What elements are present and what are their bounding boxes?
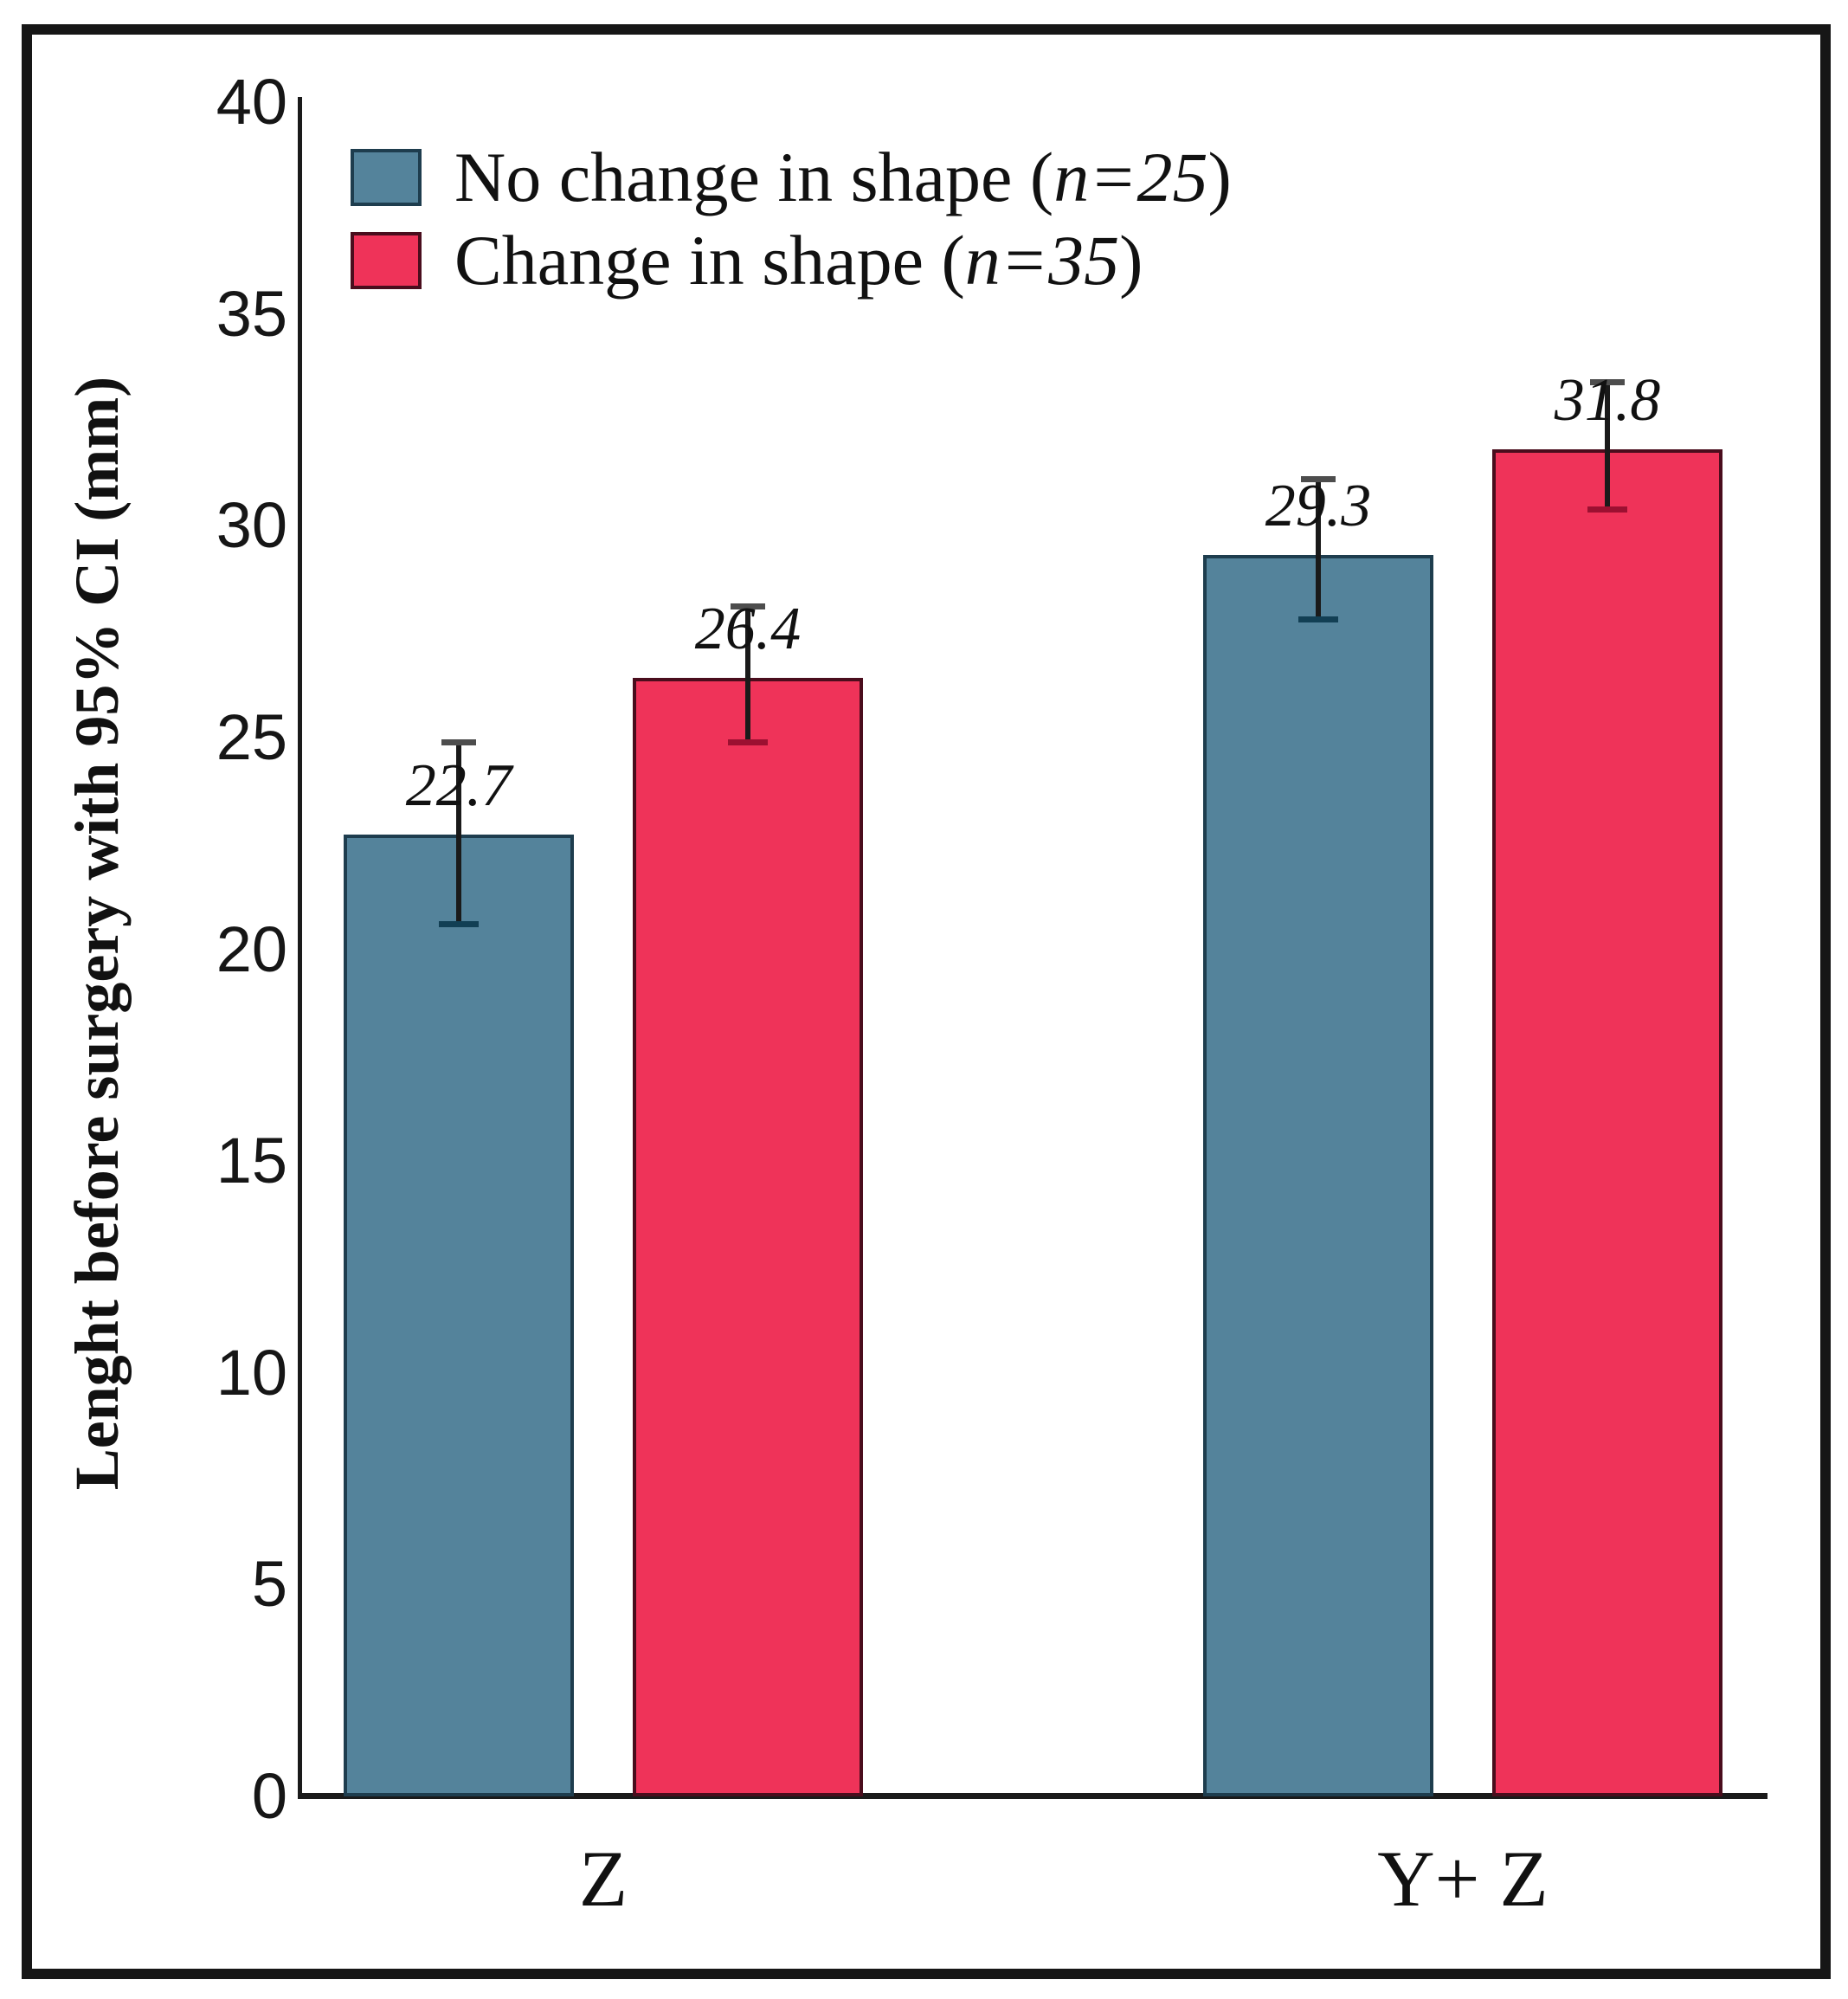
bar-value-label: 26.4 bbox=[694, 596, 802, 663]
bar-value-label: 22.7 bbox=[405, 752, 512, 820]
legend-label: No change in shape (n=25) bbox=[454, 138, 1232, 216]
bar bbox=[1203, 555, 1433, 1796]
y-tick-label: 20 bbox=[216, 912, 287, 985]
x-category-label: Z bbox=[578, 1835, 628, 1923]
legend-label: Change in shape (n=35) bbox=[454, 221, 1143, 300]
error-bar-cap-top bbox=[1590, 378, 1625, 385]
error-bar-cap-bottom bbox=[1587, 506, 1627, 513]
bar bbox=[1492, 449, 1722, 1796]
x-category-label: Y+ Z bbox=[1377, 1835, 1549, 1923]
y-tick-label: 10 bbox=[216, 1336, 287, 1409]
error-bar-line bbox=[1605, 381, 1610, 509]
y-tick-label: 5 bbox=[251, 1548, 287, 1621]
y-tick-label: 25 bbox=[216, 700, 287, 773]
error-bar-line bbox=[1316, 479, 1321, 619]
error-bar-cap-bottom bbox=[1298, 616, 1338, 622]
y-tick-label: 0 bbox=[251, 1760, 287, 1832]
error-bar-cap-top bbox=[1301, 476, 1336, 483]
y-tick-label: 40 bbox=[216, 66, 287, 138]
error-bar-cap-top bbox=[441, 738, 476, 745]
x-axis-line bbox=[298, 1793, 1768, 1799]
bar-value-label: 31.8 bbox=[1554, 367, 1661, 435]
y-tick-label: 30 bbox=[216, 489, 287, 562]
error-bar-cap-bottom bbox=[728, 738, 768, 745]
y-axis-line bbox=[298, 97, 302, 1796]
bar-value-label: 29.3 bbox=[1265, 473, 1372, 540]
error-bar-cap-top bbox=[731, 603, 765, 610]
error-bar-cap-bottom bbox=[439, 921, 479, 928]
legend-swatch bbox=[351, 149, 422, 206]
y-tick-label: 35 bbox=[216, 277, 287, 350]
bar bbox=[344, 835, 574, 1796]
error-bar-line bbox=[456, 741, 461, 925]
error-bar-line bbox=[745, 606, 750, 742]
bar bbox=[633, 678, 863, 1796]
y-tick-label: 15 bbox=[216, 1125, 287, 1197]
legend-swatch bbox=[351, 232, 422, 289]
